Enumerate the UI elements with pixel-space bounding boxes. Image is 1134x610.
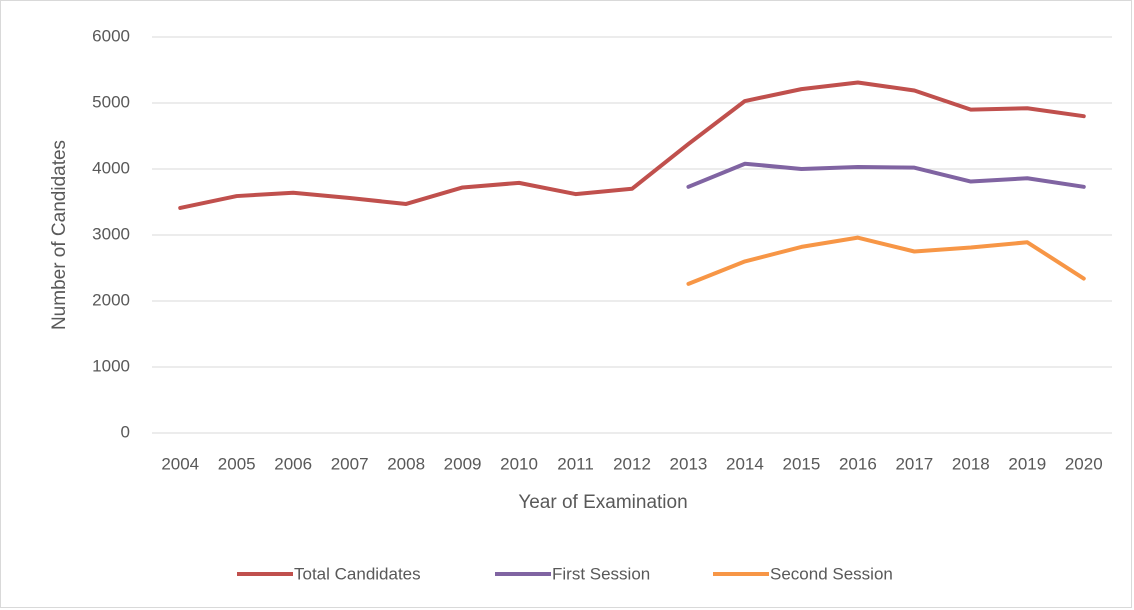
x-tick-label: 2014 (726, 454, 764, 473)
x-tick-label: 2015 (782, 454, 820, 473)
legend-label: Second Session (770, 564, 893, 583)
line-series (686, 161, 1086, 189)
y-tick-label: 2000 (92, 290, 130, 309)
line-series (178, 80, 1086, 210)
y-tick-label: 4000 (92, 158, 130, 177)
x-tick-label: 2013 (670, 454, 708, 473)
x-tick-label: 2009 (444, 454, 482, 473)
x-tick-label: 2020 (1065, 454, 1103, 473)
x-tick-label: 2008 (387, 454, 425, 473)
x-tick-label: 2010 (500, 454, 538, 473)
y-tick-label: 3000 (92, 224, 130, 243)
line-series (686, 235, 1086, 286)
y-tick-label: 5000 (92, 92, 130, 111)
x-tick-label: 2012 (613, 454, 651, 473)
x-tick-label: 2017 (895, 454, 933, 473)
x-tick-label: 2018 (952, 454, 990, 473)
x-tick-label: 2006 (274, 454, 312, 473)
x-tick-label: 2019 (1008, 454, 1046, 473)
x-tick-label: 2004 (161, 454, 199, 473)
legend-label: First Session (552, 564, 650, 583)
x-tick-label: 2011 (557, 454, 594, 473)
x-tick-label: 2016 (839, 454, 877, 473)
x-axis-title: Year of Examination (518, 492, 687, 513)
y-tick-label: 6000 (92, 26, 130, 45)
y-axis-title: Number of Candidates (49, 140, 70, 330)
y-tick-label: 0 (121, 422, 130, 441)
legend-label: Total Candidates (294, 564, 421, 583)
x-tick-label: 2005 (218, 454, 256, 473)
y-tick-label: 1000 (92, 356, 130, 375)
x-tick-label: 2007 (331, 454, 369, 473)
